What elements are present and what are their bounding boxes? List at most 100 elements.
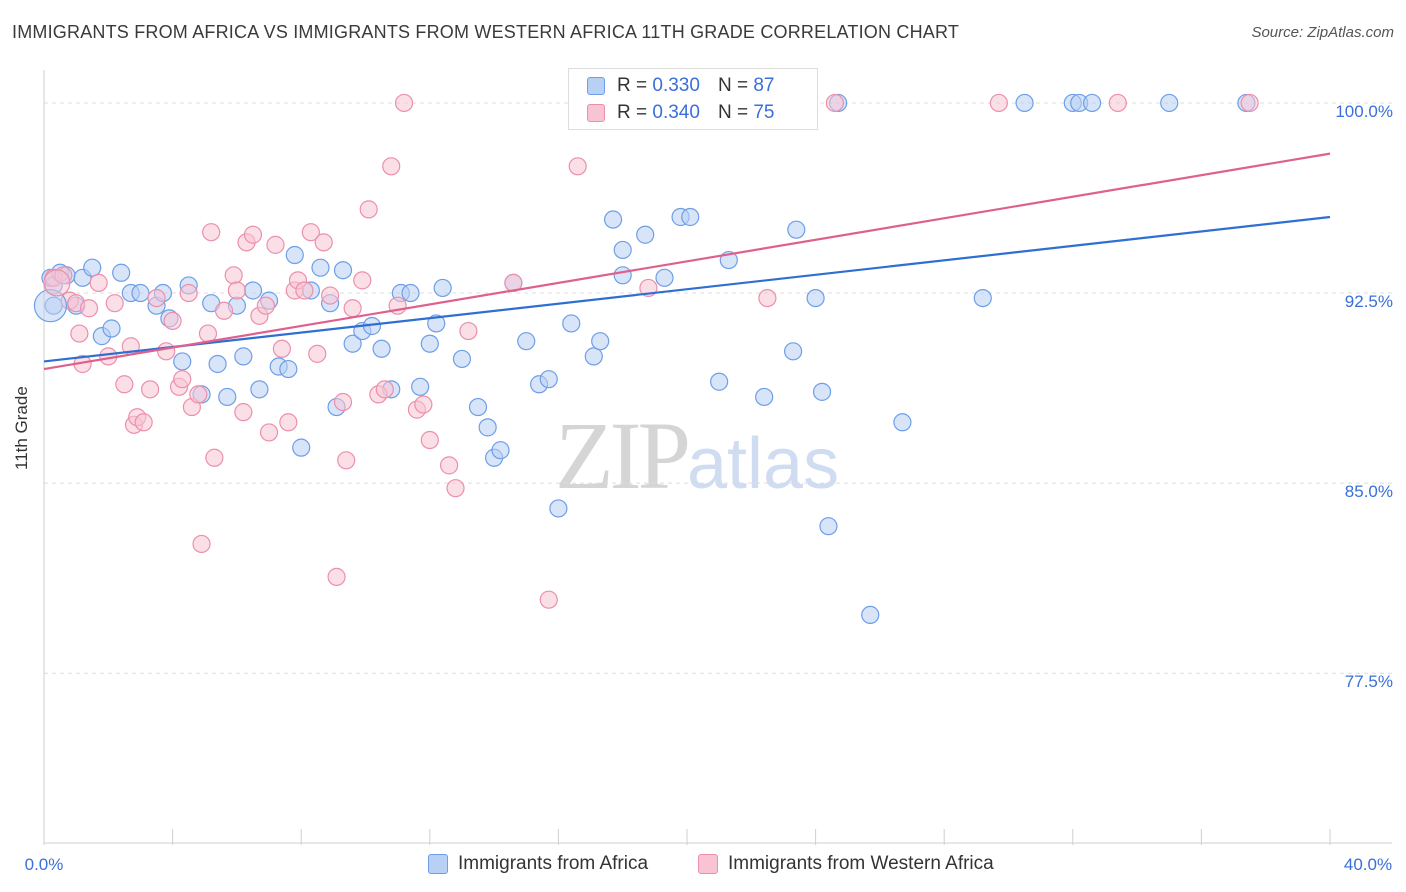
bottom-legend-swatch-africa (428, 854, 448, 874)
point-western-africa (79, 299, 99, 318)
legend-n-value-africa: 87 (753, 75, 775, 96)
chart-title: IMMIGRANTS FROM AFRICA VS IMMIGRANTS FRO… (12, 22, 960, 42)
bottom-legend-western-africa: Immigrants from Western Africa (698, 852, 994, 876)
point-western-africa (989, 93, 1008, 113)
watermark-zip: ZIP (555, 402, 691, 509)
point-western-africa (343, 299, 362, 318)
point-western-africa (192, 534, 211, 554)
point-africa (250, 380, 269, 399)
point-western-africa (314, 233, 333, 252)
point-africa (285, 245, 304, 265)
point-western-africa (259, 423, 279, 442)
point-africa (812, 382, 832, 401)
point-africa (973, 288, 992, 308)
point-western-africa (173, 370, 192, 389)
legend-n-value-western-africa: 75 (753, 102, 775, 123)
point-africa (411, 377, 430, 396)
bottom-legend-label-western-africa: Immigrants from Western Africa (728, 853, 994, 874)
point-africa (1082, 93, 1102, 113)
point-africa (292, 438, 311, 457)
point-western-africa (140, 380, 160, 399)
point-africa (401, 283, 420, 303)
trendline-africa (43, 215, 1331, 363)
y-tick-label: 100.0% (1335, 102, 1393, 121)
x-tick-label: 0.0% (25, 855, 64, 874)
point-western-africa (89, 273, 108, 292)
bottom-legend-africa: Immigrants from Africa (428, 852, 648, 876)
point-africa (806, 288, 825, 308)
point-western-africa (205, 448, 224, 467)
point-western-africa (308, 344, 327, 363)
point-africa (755, 387, 774, 407)
point-africa (372, 339, 391, 358)
point-western-africa (333, 392, 353, 412)
point-western-africa (70, 324, 89, 343)
stats-legend-row-africa: R = 0.330 N = 87 (587, 74, 774, 98)
legend-n-label: N = (717, 75, 749, 96)
point-western-africa (382, 157, 401, 176)
point-africa (710, 372, 729, 391)
point-western-africa (224, 266, 243, 285)
point-africa (1160, 93, 1179, 113)
point-western-africa (758, 288, 777, 308)
point-africa (234, 347, 253, 366)
point-africa (539, 370, 558, 389)
point-africa (478, 418, 497, 437)
point-western-africa (539, 590, 558, 609)
point-africa (333, 261, 353, 280)
legend-r-value-western-africa: 0.340 (652, 102, 700, 123)
point-western-africa (321, 286, 340, 305)
legend-n-label: N = (717, 102, 749, 123)
point-western-africa (295, 281, 314, 300)
stats-legend: R = 0.330 N = 87 R = 0.340 N = 75 (568, 68, 818, 130)
point-western-africa (115, 375, 134, 394)
point-western-africa (1240, 93, 1259, 113)
point-western-africa (214, 301, 234, 320)
point-western-africa (234, 403, 253, 422)
legend-swatch-africa (587, 77, 605, 95)
point-western-africa (301, 223, 320, 242)
x-tick-label: 40.0% (1344, 855, 1392, 874)
point-africa (83, 258, 102, 277)
point-africa (468, 397, 488, 417)
point-africa (636, 225, 655, 244)
point-western-africa (227, 281, 246, 300)
stats-legend-row-western-africa: R = 0.340 N = 75 (587, 101, 774, 125)
point-western-africa (179, 283, 198, 303)
point-western-africa (279, 413, 298, 432)
point-africa (655, 268, 674, 287)
point-western-africa (266, 235, 285, 254)
legend-swatch-western-africa (587, 104, 605, 122)
point-western-africa (189, 385, 208, 404)
point-western-africa (202, 223, 221, 242)
point-western-africa (414, 395, 433, 414)
point-western-africa (1108, 93, 1127, 113)
point-africa (584, 347, 603, 366)
point-western-africa (337, 451, 356, 470)
point-africa (562, 314, 581, 333)
point-africa (819, 517, 838, 536)
point-western-africa (568, 157, 587, 176)
point-africa (208, 354, 227, 374)
point-africa (433, 278, 452, 298)
point-africa (549, 499, 568, 518)
point-western-africa (134, 413, 153, 432)
trendline-western-africa (43, 152, 1331, 371)
point-africa (173, 352, 192, 371)
point-western-africa (147, 288, 166, 308)
point-africa (591, 332, 610, 351)
point-africa (613, 240, 632, 260)
point-western-africa (243, 225, 263, 244)
point-africa (787, 220, 806, 239)
point-africa (420, 334, 439, 353)
legend-r-label: R = (617, 102, 648, 123)
y-tick-label: 85.0% (1345, 482, 1393, 501)
point-western-africa (272, 339, 292, 358)
point-africa (613, 266, 632, 285)
y-tick-label: 77.5% (1345, 672, 1393, 691)
point-africa (102, 319, 121, 338)
legend-r-value-africa: 0.330 (652, 75, 700, 96)
point-africa (279, 359, 298, 379)
point-africa (861, 605, 880, 625)
